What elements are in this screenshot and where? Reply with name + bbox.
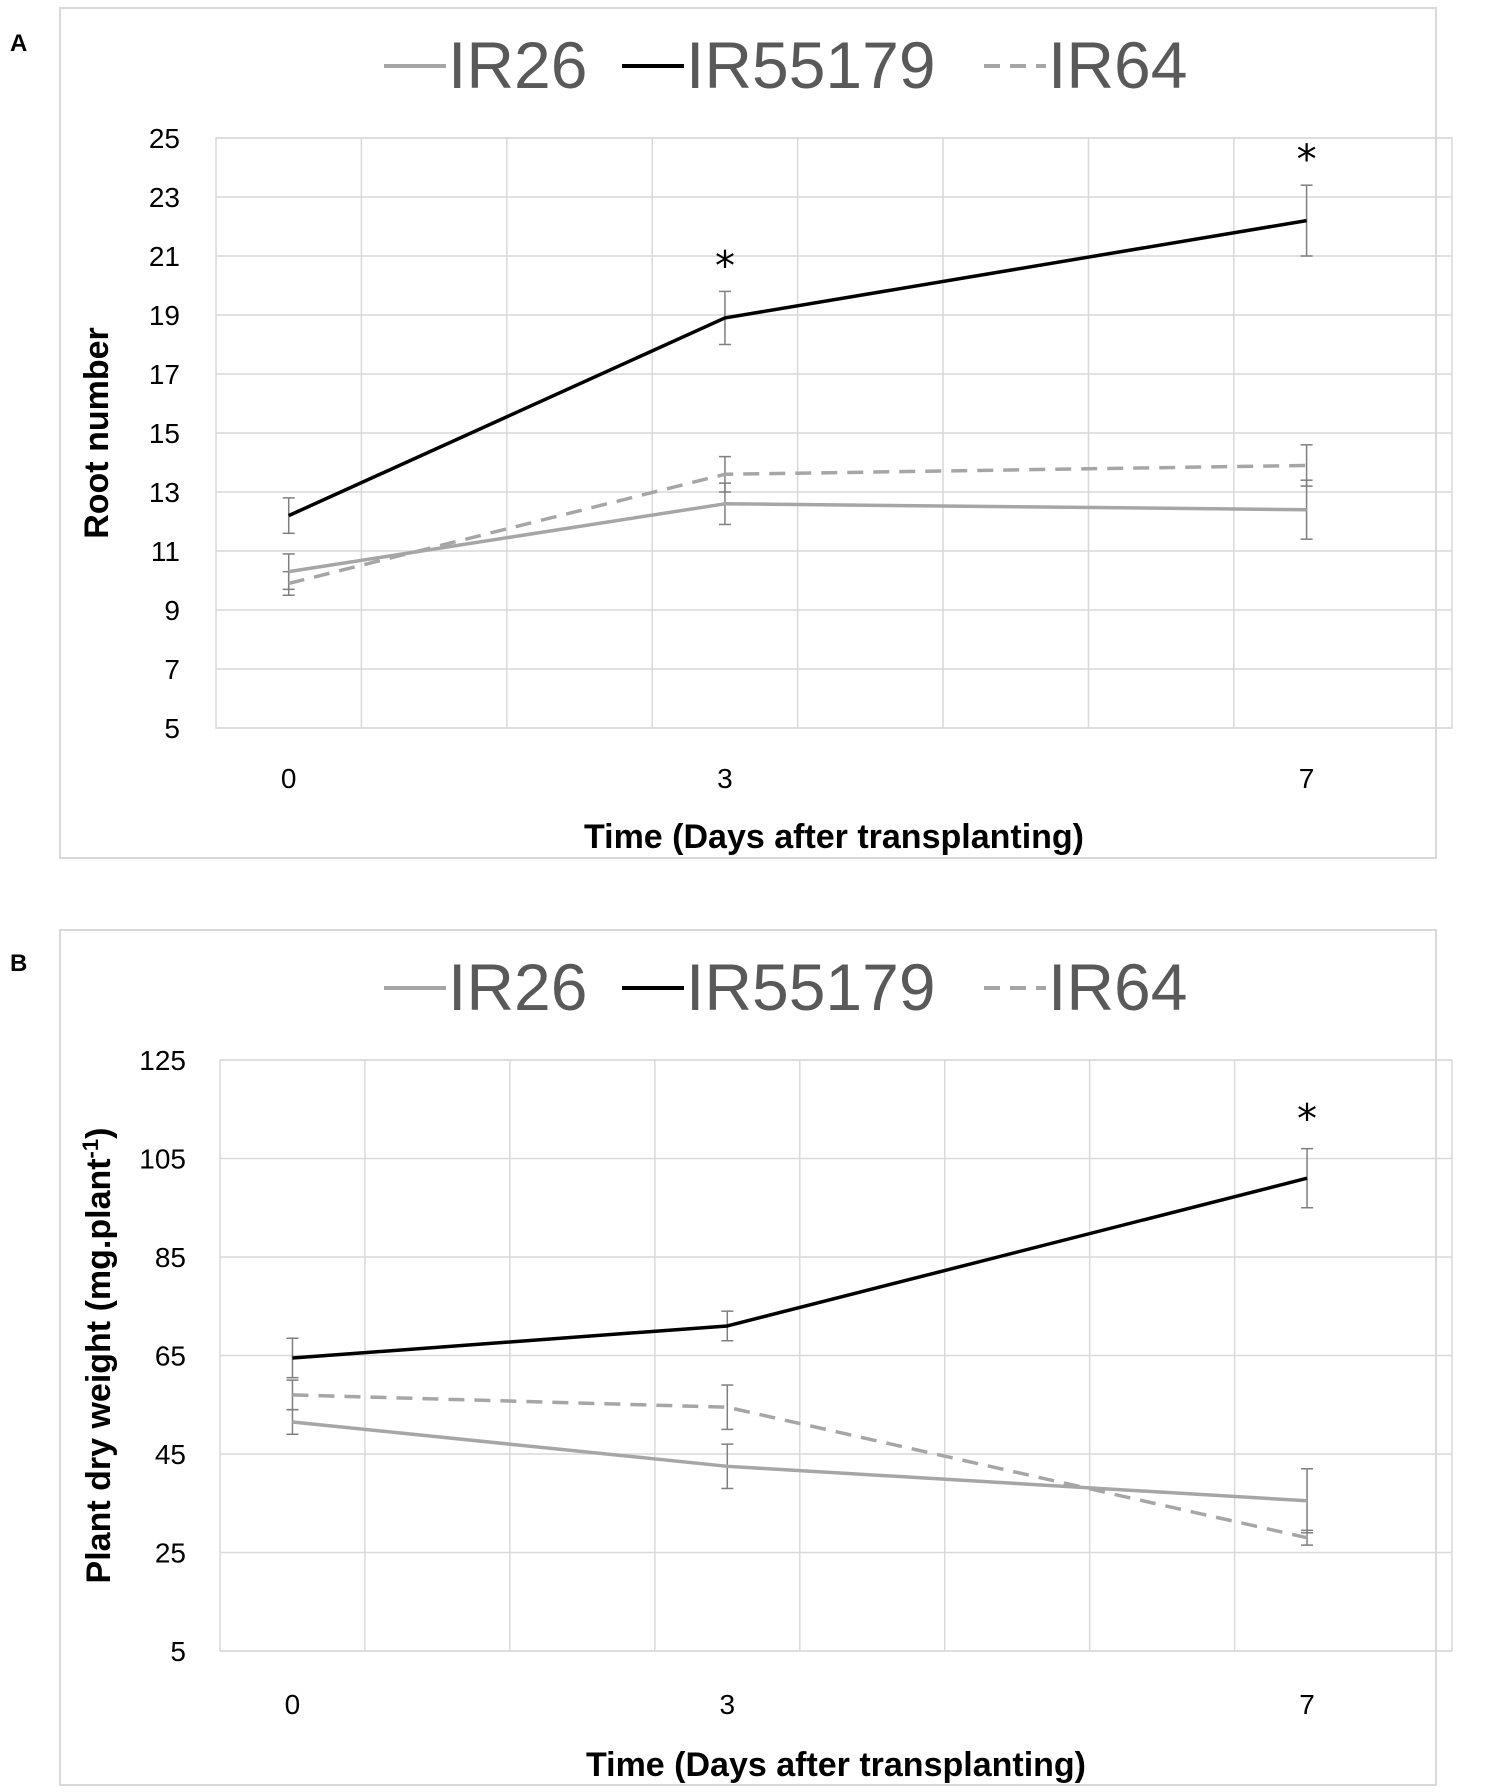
x-tick-label: 0: [285, 1689, 301, 1720]
y-tick-label: 25: [155, 1538, 186, 1569]
y-tick-label: 19: [149, 300, 180, 331]
y-axis-title: Plant dry weight (mg.plant-1): [78, 1128, 119, 1584]
y-tick-label: 45: [155, 1439, 186, 1470]
x-tick-label: 0: [281, 763, 297, 794]
y-tick-label: 85: [155, 1242, 186, 1273]
chart-panel-a: 5 7 9 11 13 15 17 19 21 23 25 0 3 7 Time (Days after t…: [59, 7, 1453, 859]
significance-star: *: [715, 243, 735, 289]
series-line-IR64: [292, 1393, 1308, 1540]
y-tick-label: 7: [164, 654, 180, 685]
x-axis-title: Time (Days after transplanting): [586, 1746, 1086, 1784]
chart-frame: [59, 929, 1437, 1786]
series-line-IR26: [292, 1420, 1308, 1503]
legend-label-IR26: IR26: [448, 950, 587, 1024]
x-tick-label: 7: [1299, 763, 1315, 794]
chart-panel-b: 5 25 45 65 85 105 125 0 3 7 Time (Days after trans…: [59, 929, 1453, 1786]
significance-star: *: [1297, 137, 1317, 183]
legend-label-IR64: IR64: [1048, 28, 1187, 102]
x-tick-label: 7: [1299, 1689, 1315, 1720]
y-tick-label: 13: [149, 477, 180, 508]
y-tick-label: 17: [149, 359, 180, 390]
series-line-IR26: [288, 502, 1307, 574]
legend-label-IR26: IR26: [448, 28, 587, 102]
y-tick-label: 23: [149, 182, 180, 213]
y-axis-title: Root number: [78, 327, 116, 539]
series-line-IR55179: [292, 1176, 1308, 1360]
y-tick-label: 25: [149, 123, 180, 154]
y-axis-title-end: ): [80, 1128, 118, 1139]
x-tick-label: 3: [717, 763, 733, 794]
series-line-IR64: [288, 463, 1307, 586]
y-tick-label: 65: [155, 1341, 186, 1372]
y-tick-label: 15: [149, 418, 180, 449]
y-tick-label: 9: [164, 595, 180, 626]
panel-a-letter: A: [10, 30, 28, 57]
y-tick-label: 5: [170, 1636, 186, 1667]
legend-label-IR64: IR64: [1048, 950, 1187, 1024]
panel-b-letter: B: [10, 950, 28, 977]
y-axis-title-main: Plant dry weight (mg.plant: [80, 1158, 118, 1583]
legend-label-IR55179: IR55179: [686, 950, 936, 1024]
series-line-IR55179: [287, 218, 1307, 518]
y-tick-label: 11: [151, 536, 180, 567]
y-axis-title-superscript: -1: [78, 1139, 103, 1159]
significance-star: *: [1297, 1097, 1317, 1143]
y-tick-label: 105: [139, 1144, 186, 1175]
x-axis-title: Time (Days after transplanting): [584, 818, 1084, 856]
y-tick-label: 21: [149, 241, 180, 272]
y-tick-label: 125: [139, 1045, 186, 1076]
legend-label-IR55179: IR55179: [686, 28, 936, 102]
y-tick-label: 5: [164, 713, 180, 744]
x-tick-label: 3: [720, 1689, 736, 1720]
